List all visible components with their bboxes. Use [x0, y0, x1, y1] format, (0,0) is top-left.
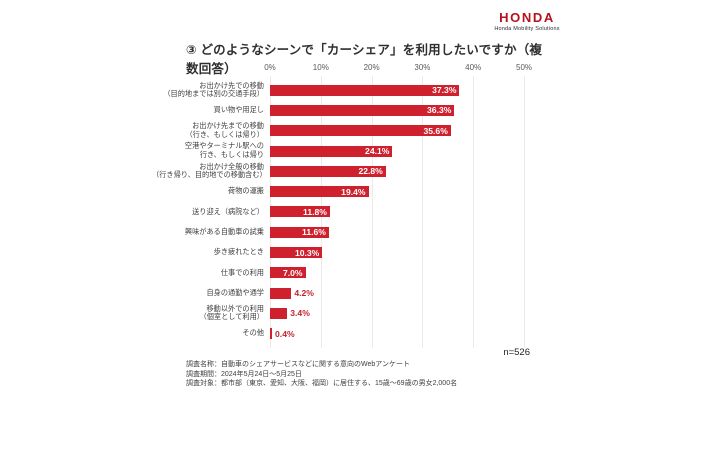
bar: 24.1%	[270, 145, 393, 157]
bar: 11.8%	[270, 206, 330, 218]
bar: 7.0%	[270, 267, 306, 279]
bar-track: 24.1%	[270, 145, 524, 157]
bar-track: 11.6%	[270, 226, 524, 238]
bar-row: お出かけ先までの移動 （行き、もしくは帰り） 35.6%	[152, 121, 524, 141]
x-tick-label: 0%	[264, 63, 276, 72]
category-label: 自身の通勤や通学	[206, 287, 264, 297]
bar-track: 19.4%	[270, 186, 524, 198]
bar-row: 買い物や用足し 36.3%	[152, 100, 524, 120]
bar: 22.8%	[270, 165, 386, 177]
bar: 10.3%	[270, 247, 323, 259]
value-label: 3.4%	[290, 308, 310, 319]
footnote-line: 調査名称：自動車のシェアサービスなどに関する意向のWebアンケート	[186, 361, 410, 368]
bar-track: 0.4%	[270, 328, 524, 340]
survey-footnote: 調査名称：自動車のシェアサービスなどに関する意向のWebアンケート 調査期間：2…	[186, 360, 536, 389]
bar: 37.3%	[270, 84, 460, 96]
category-label: 荷物の運搬	[228, 186, 264, 196]
bar-track: 22.8%	[270, 165, 524, 177]
category-label: 歩き疲れたとき	[213, 247, 264, 257]
category-label: 空港やターミナル駅への 行き、もしくは帰り	[184, 141, 264, 160]
value-label: 0.4%	[275, 328, 295, 339]
value-label: 7.0%	[282, 267, 303, 278]
value-label: 19.4%	[341, 186, 366, 197]
gridline	[473, 76, 475, 348]
value-label: 37.3%	[432, 85, 457, 96]
gridline	[524, 76, 525, 348]
bar-track: 35.6%	[270, 125, 524, 137]
bar-row: 自身の通勤や通学 4.2%	[152, 283, 524, 303]
plot-rows: お出かけ先での移動 （目的地までは別の交通手段） 37.3% 買い物や用足し 3…	[152, 80, 524, 344]
bar: 35.6%	[270, 125, 451, 137]
bar: 36.3%	[270, 104, 455, 116]
bar-track: 4.2%	[270, 287, 524, 299]
bar-row: 移動以外での利用 （個室として利用） 3.4%	[152, 303, 524, 323]
value-label: 10.3%	[294, 247, 320, 258]
x-tick-label: 10%	[312, 63, 329, 72]
bar	[270, 287, 292, 299]
value-label: 24.1%	[365, 146, 390, 157]
bar-row: 荷物の運搬 19.4%	[152, 181, 524, 201]
bar: 19.4%	[270, 186, 369, 198]
bar-row: その他 0.4%	[152, 324, 524, 344]
bar	[270, 328, 273, 340]
logo-subtitle: Honda Mobility Solutions	[494, 26, 560, 32]
bar-track: 11.8%	[270, 206, 524, 218]
logo-brand: HONDA	[499, 10, 555, 25]
value-label: 36.3%	[427, 105, 452, 116]
bar-track: 7.0%	[270, 267, 524, 279]
bar-track: 3.4%	[270, 307, 524, 319]
x-tick-label: 20%	[363, 63, 380, 72]
bar: 11.6%	[270, 226, 329, 238]
category-label: お出かけ先での移動 （目的地までは別の交通手段）	[163, 80, 264, 99]
category-label: 興味がある自動車の試乗	[184, 226, 264, 236]
bar-row: お出かけ先での移動 （目的地までは別の交通手段） 37.3%	[152, 80, 524, 100]
gridline	[371, 76, 373, 348]
bar	[270, 307, 288, 319]
x-axis-ticks: 0% 10% 20% 30% 40% 50%	[264, 63, 532, 76]
category-label: その他	[242, 328, 264, 338]
category-label: 仕事での利用	[220, 267, 264, 277]
gridline	[422, 76, 424, 348]
value-label: 22.8%	[358, 166, 383, 177]
bar-row: 仕事での利用 7.0%	[152, 263, 524, 283]
honda-logo: HONDA Honda Mobility Solutions	[494, 11, 560, 32]
bar-row: お出かけ全般の移動 （行き帰り、目的地での移動含む） 22.8%	[152, 161, 524, 181]
value-label: 11.8%	[303, 206, 327, 217]
category-label: お出かけ全般の移動 （行き帰り、目的地での移動含む）	[152, 161, 267, 180]
footnote-line: 調査対象：都市部（東京、愛知、大阪、福岡）に居住する、15歳～69歳の男女2,0…	[186, 380, 458, 388]
bar-track: 10.3%	[270, 247, 524, 259]
value-label: 4.2%	[294, 288, 314, 299]
bar-row: 歩き疲れたとき 10.3%	[152, 242, 524, 262]
category-label: お出かけ先までの移動 （行き、もしくは帰り）	[185, 121, 264, 139]
category-label: 送り迎え（病院など）	[192, 206, 264, 216]
sample-size: n=526	[503, 347, 530, 358]
x-tick-label: 40%	[465, 63, 482, 72]
bar-row: 興味がある自動車の試乗 11.6%	[152, 222, 524, 242]
bar-row: 送り迎え（病院など） 11.8%	[152, 202, 524, 222]
bar-track: 37.3%	[270, 84, 524, 96]
value-label: 35.6%	[423, 125, 448, 136]
bar-track: 36.3%	[270, 104, 524, 116]
bar-row: 空港やターミナル駅への 行き、もしくは帰り 24.1%	[152, 141, 524, 161]
chart-title: ③ どのようなシーンで「カーシェア」を利用したいですか（複数回答）	[186, 43, 543, 76]
category-label: 移動以外での利用 （個室として利用）	[199, 303, 264, 322]
x-tick-label: 50%	[515, 63, 533, 72]
footnote-line: 調査期間：2024年5月24日～5月25日	[186, 370, 302, 378]
x-tick-label: 30%	[414, 63, 431, 72]
value-label: 11.6%	[302, 227, 326, 238]
bar-chart: 0% 10% 20% 30% 40% 50% お出かけ先での移動 （目的地までは別の交通手…	[152, 63, 532, 348]
category-label: 買い物や用足し	[213, 105, 264, 115]
plot-area: お出かけ先での移動 （目的地までは別の交通手段） 37.3% 買い物や用足し 3…	[152, 76, 525, 348]
